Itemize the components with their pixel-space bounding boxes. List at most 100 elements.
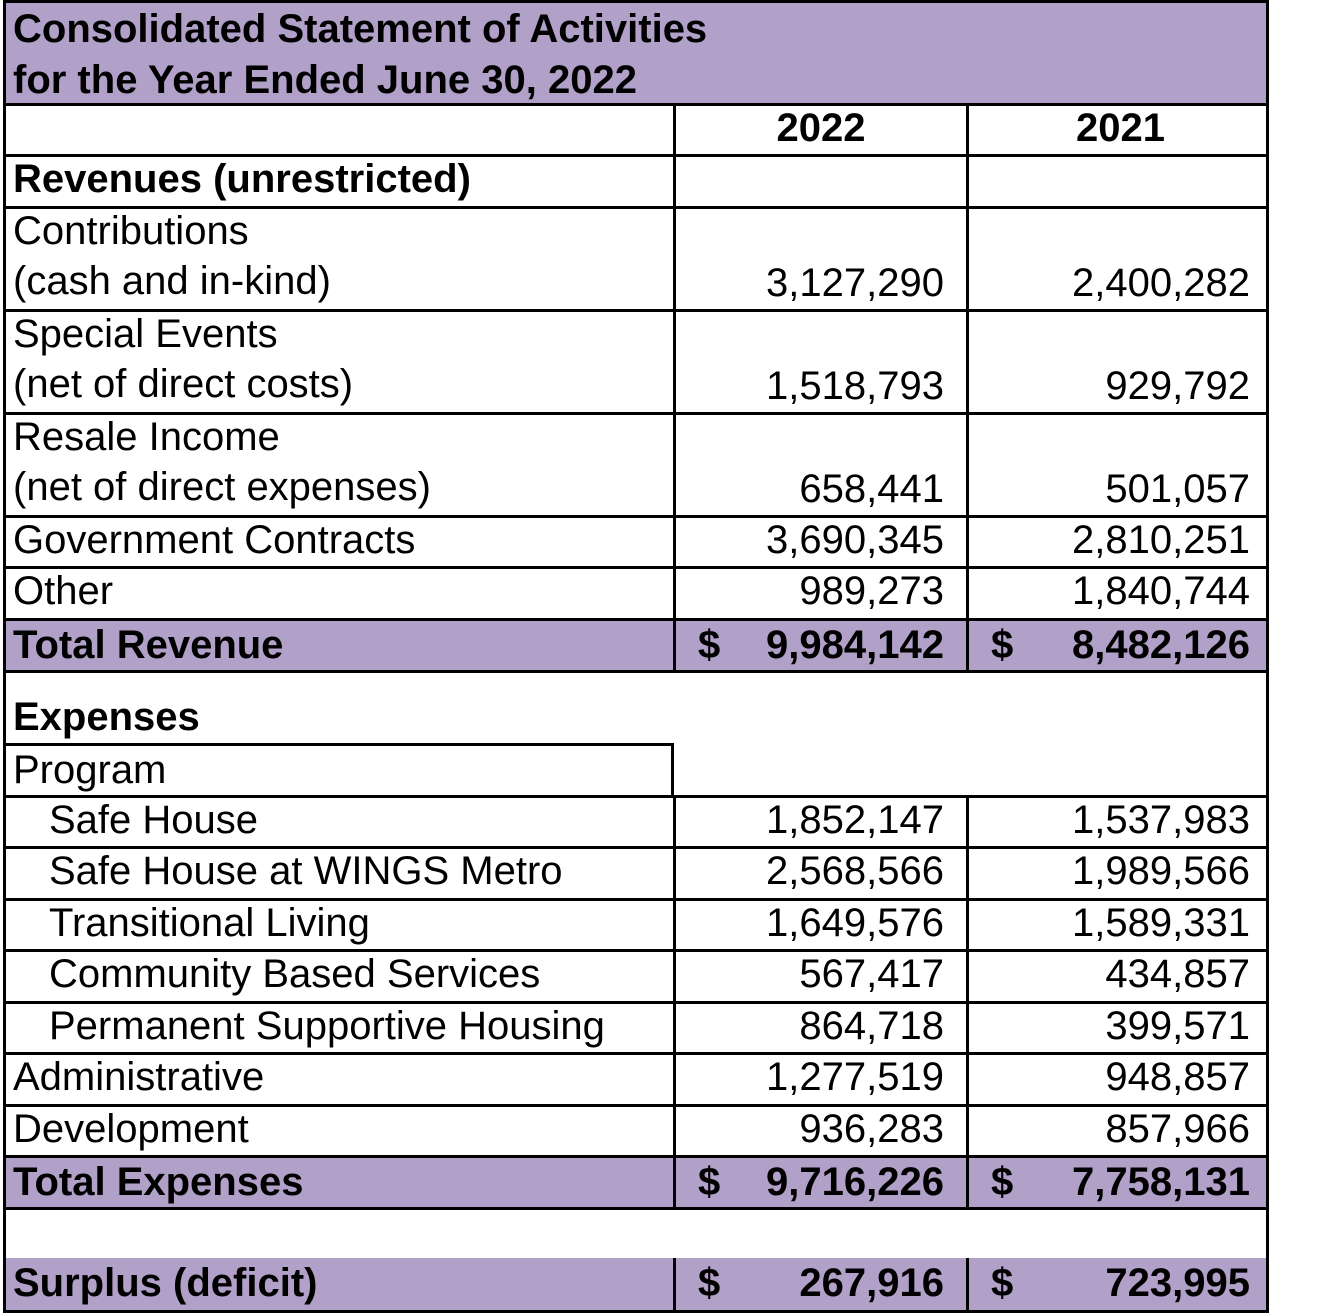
value-2021: 1,840,744 <box>1072 569 1250 613</box>
currency-symbol: $ <box>991 623 1014 667</box>
revenue-row-resale-income: Resale Income (net of direct expenses) 6… <box>3 412 1269 518</box>
total-revenue-value-2022: 9,984,142 <box>766 623 944 667</box>
value-2021: 399,571 <box>1105 1004 1250 1048</box>
revenue-row-label-line-1: Resale Income <box>13 415 280 459</box>
value-2022: 658,441 <box>799 467 944 511</box>
revenues-heading-text: Revenues (unrestricted) <box>13 157 471 201</box>
currency-symbol: $ <box>991 1160 1014 1204</box>
revenue-row-label-line-1: Other <box>13 569 114 613</box>
total-revenue-label-text: Total Revenue <box>13 623 284 667</box>
program-row-transitional-living: Transitional Living 1,649,576 1,589,331 <box>3 898 1269 952</box>
expense-row-label: Administrative <box>6 1052 673 1104</box>
currency-symbol: $ <box>698 1261 721 1305</box>
program-row-value-2022: 2,568,566 <box>673 846 966 898</box>
revenue-row-label: Resale Income (net of direct expenses) <box>6 412 673 515</box>
value-2021: 1,989,566 <box>1072 849 1250 893</box>
column-header-row: 2022 2021 <box>3 103 1269 157</box>
revenue-row-label: Government Contracts <box>6 515 673 566</box>
program-row-label-text: Safe House <box>49 798 259 842</box>
value-2021: 929,792 <box>1105 364 1250 408</box>
program-row-label-text: Safe House at WINGS Metro <box>49 849 563 893</box>
expense-row-value-2022: 1,277,519 <box>673 1052 966 1104</box>
program-row-community-based-services: Community Based Services 567,417 434,857 <box>3 949 1269 1004</box>
value-2022: 3,690,345 <box>766 518 944 562</box>
revenue-row-label: Contributions (cash and in-kind) <box>6 206 673 309</box>
column-header-2022: 2022 <box>673 103 966 154</box>
statement-title-band: Consolidated Statement of Activities for… <box>3 0 1269 106</box>
revenues-heading: Revenues (unrestricted) <box>6 154 673 206</box>
revenue-row-value-2022: 989,273 <box>673 566 966 620</box>
expense-row-value-2022: 936,283 <box>673 1104 966 1158</box>
expenses-heading: Expenses <box>6 670 673 746</box>
program-row-label-text: Community Based Services <box>49 952 541 996</box>
revenue-row-value-2022: 3,690,345 <box>673 515 966 566</box>
surplus-value-2021: 723,995 <box>1105 1261 1250 1305</box>
revenue-row-value-2022: 3,127,290 <box>673 206 966 309</box>
revenue-row-label: Other <box>6 566 673 620</box>
revenues-heading-2022 <box>673 154 966 206</box>
total-expenses-value-2021: 7,758,131 <box>1072 1160 1250 1204</box>
program-row-value-2022: 567,417 <box>673 949 966 1001</box>
revenue-row-label-line-2: (net of direct costs) <box>13 362 354 406</box>
currency-symbol: $ <box>698 623 721 667</box>
program-row-label: Permanent Supportive Housing <box>6 1001 673 1052</box>
value-2021: 501,057 <box>1105 467 1250 511</box>
program-row-label-text: Permanent Supportive Housing <box>49 1004 605 1048</box>
currency-symbol: $ <box>991 1261 1014 1305</box>
value-2022: 936,283 <box>799 1107 944 1151</box>
surplus-label-text: Surplus (deficit) <box>13 1261 318 1305</box>
surplus-label: Surplus (deficit) <box>6 1258 673 1310</box>
currency-symbol: $ <box>698 1160 721 1204</box>
value-2021: 948,857 <box>1105 1055 1250 1099</box>
program-row-value-2021: 434,857 <box>966 949 1272 1001</box>
total-expenses-value-2022: 9,716,226 <box>766 1160 944 1204</box>
total-revenue-value-2021: 8,482,126 <box>1072 623 1250 667</box>
expense-row-value-2021: 857,966 <box>966 1104 1272 1158</box>
total-expenses-row: Total Expenses $ 9,716,226 $ 7,758,131 <box>3 1155 1269 1210</box>
revenue-row-label-line-2: (cash and in-kind) <box>13 259 331 303</box>
program-row-label: Safe House <box>6 795 673 846</box>
expense-row-label-text: Development <box>13 1107 249 1151</box>
value-2021: 2,400,282 <box>1072 261 1250 305</box>
revenue-row-other: Other 989,273 1,840,744 <box>3 566 1269 620</box>
value-2022: 989,273 <box>799 569 944 613</box>
program-row-label-text: Transitional Living <box>49 901 370 945</box>
total-revenue-2022: $ 9,984,142 <box>673 621 966 670</box>
value-2021: 1,589,331 <box>1072 901 1250 945</box>
total-expenses-2022: $ 9,716,226 <box>673 1158 966 1207</box>
value-2021: 857,966 <box>1105 1107 1250 1151</box>
value-2022: 1,852,147 <box>766 798 944 842</box>
revenue-row-label-line-2: (net of direct expenses) <box>13 465 431 509</box>
revenue-row-value-2021: 929,792 <box>966 309 1272 412</box>
expense-row-administrative: Administrative 1,277,519 948,857 <box>3 1052 1269 1107</box>
spacer-row <box>3 1207 1269 1261</box>
revenue-row-value-2022: 1,518,793 <box>673 309 966 412</box>
total-expenses-label-text: Total Expenses <box>13 1160 304 1204</box>
column-header-2022-label: 2022 <box>776 106 866 150</box>
value-2022: 1,518,793 <box>766 364 944 408</box>
program-label-text: Program <box>13 748 167 792</box>
revenue-row-value-2021: 2,810,251 <box>966 515 1272 566</box>
surplus-2021: $ 723,995 <box>966 1258 1272 1310</box>
total-revenue-2021: $ 8,482,126 <box>966 621 1272 670</box>
total-expenses-2021: $ 7,758,131 <box>966 1158 1272 1207</box>
revenue-row-contributions: Contributions (cash and in-kind) 3,127,2… <box>3 206 1269 312</box>
program-row-value-2022: 1,852,147 <box>673 795 966 846</box>
surplus-2022: $ 267,916 <box>673 1258 966 1310</box>
program-row-value-2022: 1,649,576 <box>673 898 966 949</box>
revenue-row-special-events: Special Events (net of direct costs) 1,5… <box>3 309 1269 415</box>
program-label-row: Program <box>3 743 1269 798</box>
program-label: Program <box>6 743 674 795</box>
revenues-heading-row: Revenues (unrestricted) <box>3 154 1269 209</box>
value-2022: 2,568,566 <box>766 849 944 893</box>
value-2022: 567,417 <box>799 952 944 996</box>
surplus-value-2022: 267,916 <box>799 1261 944 1305</box>
program-row-safe-house: Safe House 1,852,147 1,537,983 <box>3 795 1269 849</box>
revenue-row-government-contracts: Government Contracts 3,690,345 2,810,251 <box>3 515 1269 569</box>
program-row-value-2021: 1,537,983 <box>966 795 1272 846</box>
expense-row-value-2021: 948,857 <box>966 1052 1272 1104</box>
total-revenue-row: Total Revenue $ 9,984,142 $ 8,482,126 <box>3 618 1269 673</box>
revenue-row-value-2021: 1,840,744 <box>966 566 1272 620</box>
statement-title-line-1: Consolidated Statement of Activities <box>13 7 708 51</box>
column-header-blank <box>6 103 673 154</box>
